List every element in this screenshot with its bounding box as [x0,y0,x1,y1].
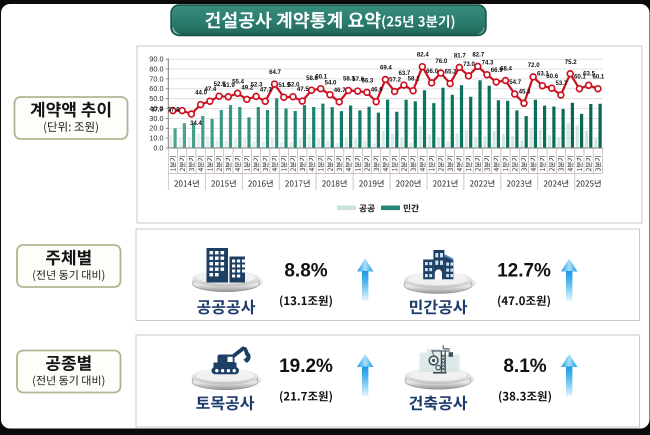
svg-text:63.5: 63.5 [583,70,595,77]
svg-text:53.7: 53.7 [555,80,567,87]
svg-text:54.0: 54.0 [325,80,337,87]
svg-text:66.0: 66.0 [426,68,438,75]
svg-text:73.0: 73.0 [463,61,475,68]
svg-text:63.1: 63.1 [537,71,549,78]
svg-text:68.4: 68.4 [500,66,512,73]
svg-text:81.7: 81.7 [454,52,466,59]
svg-text:47.3: 47.3 [260,86,272,93]
svg-text:50.0: 50.0 [149,94,163,103]
svg-text:60.1: 60.1 [574,74,586,81]
svg-text:20.0: 20.0 [149,124,163,133]
svg-text:70.0: 70.0 [149,74,163,83]
svg-text:49.2: 49.2 [241,84,253,91]
svg-text:46.9: 46.9 [371,87,383,94]
svg-text:60.6: 60.6 [546,73,558,80]
svg-text:51.5: 51.5 [278,82,290,89]
svg-text:56.3: 56.3 [361,77,373,84]
svg-text:55.4: 55.4 [232,78,244,85]
svg-text:66.9: 66.9 [491,67,503,74]
svg-text:65.2: 65.2 [445,69,457,76]
svg-text:40.0: 40.0 [149,104,163,113]
svg-text:46.7: 46.7 [334,87,346,94]
svg-text:10.0: 10.0 [149,134,163,143]
svg-text:57.2: 57.2 [389,77,401,84]
svg-text:45.3: 45.3 [519,88,531,95]
svg-text:52.5: 52.5 [214,81,226,88]
svg-text:34.4: 34.4 [190,120,202,127]
svg-text:30.0: 30.0 [149,114,163,123]
svg-text:47.4: 47.4 [204,86,216,93]
svg-text:51.9: 51.9 [223,82,235,89]
svg-text:58.3: 58.3 [343,76,355,83]
svg-text:82.7: 82.7 [472,51,484,58]
svg-text:90.0: 90.0 [149,55,163,64]
svg-text:72.0: 72.0 [528,62,540,69]
svg-text:60.1: 60.1 [592,74,604,81]
svg-text:0.0: 0.0 [153,143,163,152]
svg-text:52.3: 52.3 [251,81,263,88]
svg-text:80.0: 80.0 [149,64,163,73]
svg-text:58.6: 58.6 [306,75,318,82]
svg-text:75.2: 75.2 [565,59,577,66]
svg-text:58.1: 58.1 [408,76,420,83]
svg-text:47.5: 47.5 [297,86,309,93]
svg-text:60.0: 60.0 [149,84,163,93]
svg-text:19.2%: 19.2% [279,356,333,377]
svg-text:64.7: 64.7 [269,69,281,76]
svg-text:52.0: 52.0 [288,82,300,89]
svg-text:37.9: 37.9 [168,106,180,113]
svg-text:60.1: 60.1 [315,74,327,81]
svg-text:8.1%: 8.1% [503,356,546,377]
svg-text:63.7: 63.7 [398,70,410,77]
svg-text:44.0: 44.0 [195,90,207,97]
svg-text:76.0: 76.0 [435,58,447,65]
svg-text:57.6: 57.6 [352,76,364,83]
svg-text:74.3: 74.3 [482,60,494,67]
svg-text:54.7: 54.7 [509,79,521,86]
svg-text:82.4: 82.4 [417,52,429,59]
svg-text:12.7%: 12.7% [497,261,551,282]
svg-text:37.9: 37.9 [151,106,163,113]
svg-text:8.8%: 8.8% [284,261,327,282]
svg-text:69.4: 69.4 [380,65,392,72]
